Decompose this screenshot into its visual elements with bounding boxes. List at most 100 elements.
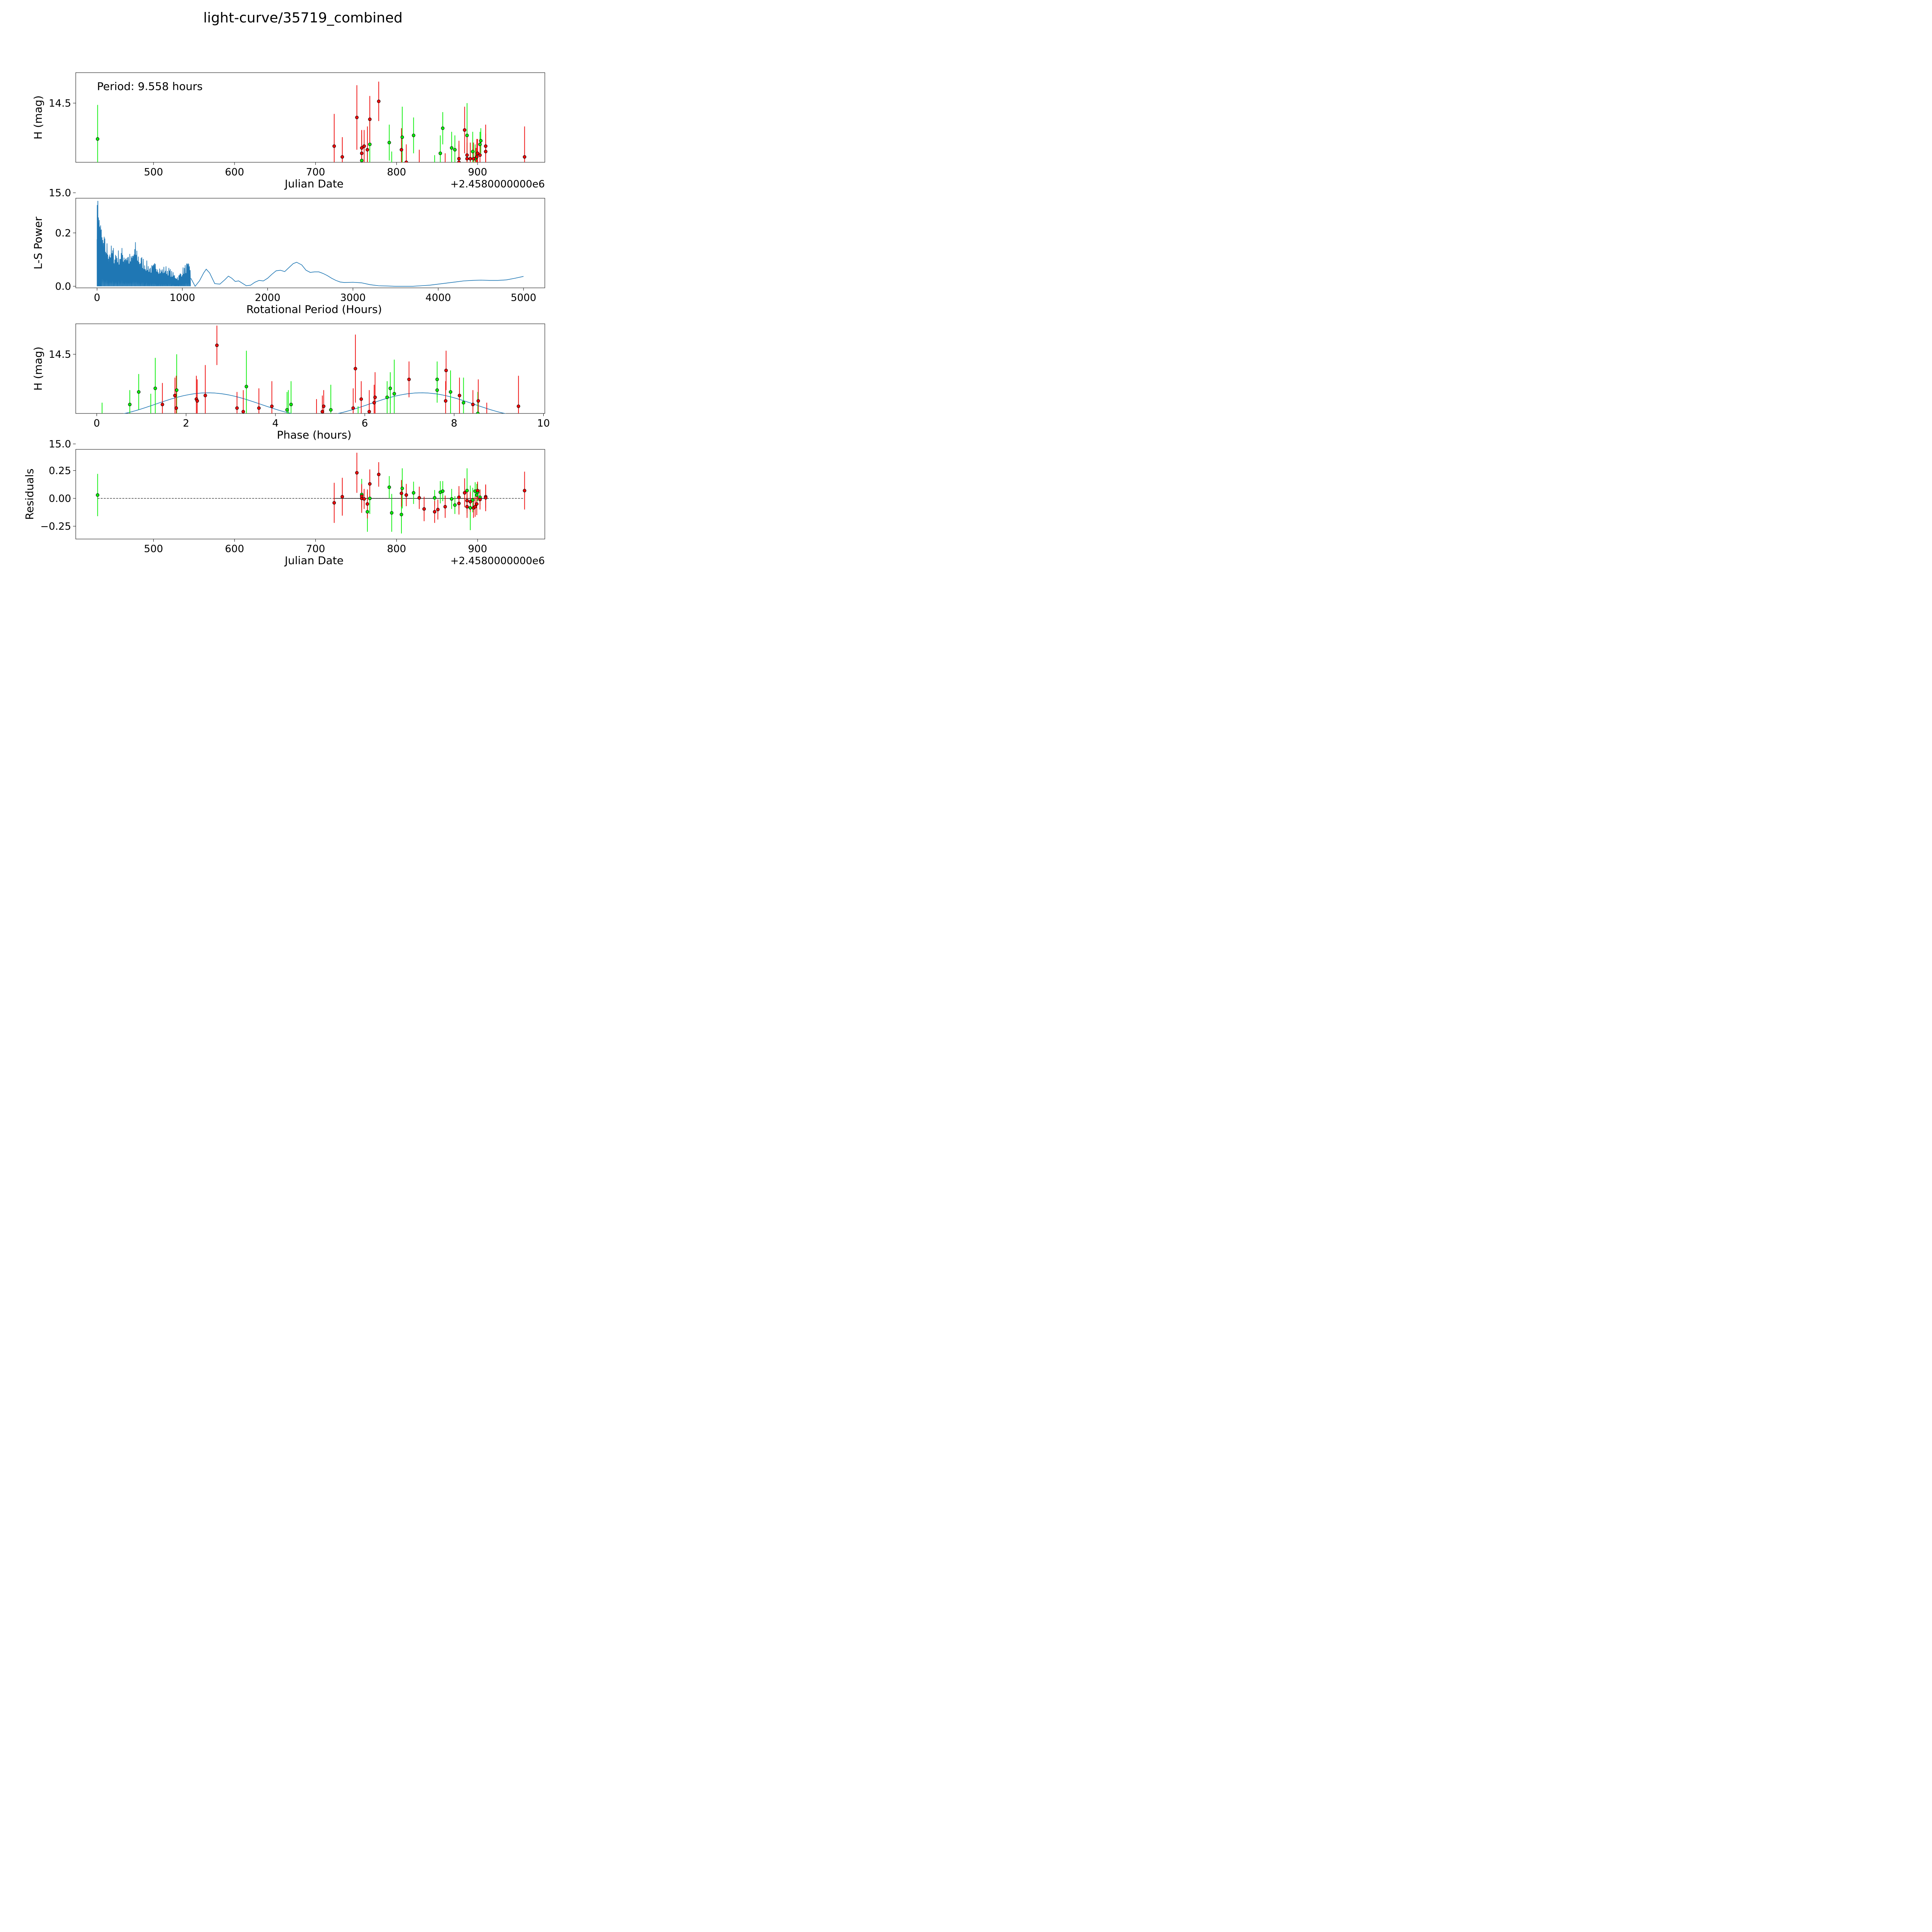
- red-data-point: [404, 160, 408, 162]
- green-data-point: [285, 408, 289, 412]
- y-axis-label: Residuals: [23, 469, 36, 520]
- green-data-point: [412, 491, 415, 495]
- x-offset-label: +2.4580000000e6: [450, 555, 545, 567]
- red-data-point: [473, 505, 477, 509]
- x-tick-label: 4000: [425, 292, 451, 304]
- x-tick-label: 5000: [511, 292, 536, 304]
- x-tick-label: 700: [306, 167, 325, 178]
- x-tick-label: 8: [451, 418, 457, 429]
- red-data-point: [203, 394, 207, 398]
- red-data-point: [257, 406, 261, 410]
- green-data-point: [392, 392, 396, 396]
- red-data-point: [468, 500, 472, 503]
- green-data-point: [366, 510, 369, 514]
- x-tick-label: 900: [468, 167, 487, 178]
- red-data-point: [407, 378, 411, 381]
- x-tick-label: 700: [306, 543, 325, 555]
- red-data-point: [417, 496, 421, 500]
- figure-title: light-curve/35719_combined: [203, 10, 403, 26]
- red-data-point: [173, 394, 177, 398]
- red-data-point: [366, 502, 369, 506]
- green-data-point: [400, 513, 403, 517]
- green-data-point: [153, 386, 157, 390]
- red-data-point: [373, 395, 377, 399]
- green-data-point: [245, 384, 248, 388]
- red-data-point: [475, 155, 479, 159]
- x-axis-label: Phase (hours): [277, 429, 351, 441]
- red-data-point: [340, 495, 344, 498]
- y-tick-label: 0.25: [49, 465, 71, 477]
- green-data-point: [433, 496, 437, 500]
- red-data-point: [372, 401, 376, 405]
- y-tick-label: 0.2: [55, 228, 71, 239]
- red-data-point: [436, 508, 440, 512]
- plot-frame: [75, 323, 545, 414]
- red-data-point: [476, 489, 480, 493]
- x-tick-label: 10: [537, 418, 550, 429]
- red-data-point: [340, 155, 344, 159]
- red-data-point: [517, 404, 520, 408]
- red-data-point: [360, 151, 364, 155]
- green-data-point: [453, 148, 457, 152]
- red-data-point: [465, 157, 469, 161]
- green-data-point: [175, 388, 179, 392]
- green-data-point: [435, 388, 439, 392]
- green-data-point: [478, 143, 482, 146]
- green-data-point: [441, 489, 445, 493]
- red-data-point: [484, 496, 488, 500]
- x-tick-label: 500: [144, 543, 163, 555]
- y-tick-label: 14.5: [49, 349, 71, 361]
- plot-frame: [75, 198, 545, 288]
- green-data-point: [462, 401, 466, 405]
- red-data-point: [368, 117, 372, 121]
- red-data-point: [465, 499, 469, 503]
- red-data-point: [359, 397, 363, 401]
- x-tick-label: 900: [468, 543, 487, 555]
- red-data-point: [457, 502, 461, 505]
- red-data-point: [351, 406, 355, 410]
- y-tick-label: 0.00: [49, 493, 71, 505]
- x-tick-label: 800: [387, 543, 406, 555]
- red-data-point: [457, 495, 461, 499]
- green-data-point: [137, 390, 141, 394]
- red-data-point: [360, 146, 364, 150]
- panel-top: 500 600 700 800 900 14.5 15.0 Julian Date H (mag…: [32, 72, 545, 199]
- red-data-point: [484, 150, 488, 153]
- green-data-point: [400, 135, 404, 139]
- red-data-point: [362, 497, 366, 501]
- x-tick-label: 500: [144, 167, 163, 178]
- plot-data-area: [96, 452, 527, 534]
- red-data-point: [360, 494, 364, 498]
- red-data-point: [215, 344, 219, 347]
- red-data-point: [377, 99, 381, 103]
- x-tick-label: 0: [94, 292, 100, 304]
- green-data-point: [385, 395, 389, 399]
- red-data-point: [444, 399, 447, 403]
- green-data-point: [368, 143, 372, 146]
- red-data-point: [471, 403, 475, 406]
- red-data-point: [174, 406, 178, 410]
- green-data-point: [441, 126, 445, 130]
- x-tick-label: 600: [225, 167, 244, 178]
- x-tick-label: 2: [183, 418, 189, 429]
- red-data-point: [457, 394, 461, 398]
- light-curve-figure: light-curve/35719_combined 500 600 700 800 9…: [0, 0, 597, 597]
- green-data-point: [439, 151, 442, 155]
- red-data-point: [465, 153, 469, 157]
- red-data-point: [433, 510, 437, 514]
- y-axis-label: H (mag): [32, 95, 44, 139]
- plot-data-area: [96, 82, 527, 162]
- x-tick-label: 2000: [255, 292, 281, 304]
- red-data-point: [463, 491, 466, 495]
- x-tick-label: 800: [387, 167, 406, 178]
- x-tick-label: 3000: [340, 292, 366, 304]
- x-tick-label: 0: [94, 418, 100, 429]
- red-data-point: [242, 410, 245, 413]
- plot-frame: [75, 72, 545, 163]
- red-data-point: [355, 116, 359, 119]
- y-axis-label: L-S Power: [32, 216, 44, 269]
- panel-periodogram: 0 1000 2000 3000 4000 5000 0.0 0.2 Rotational Pe…: [32, 198, 545, 316]
- red-data-point: [160, 403, 164, 406]
- green-data-point: [289, 403, 293, 406]
